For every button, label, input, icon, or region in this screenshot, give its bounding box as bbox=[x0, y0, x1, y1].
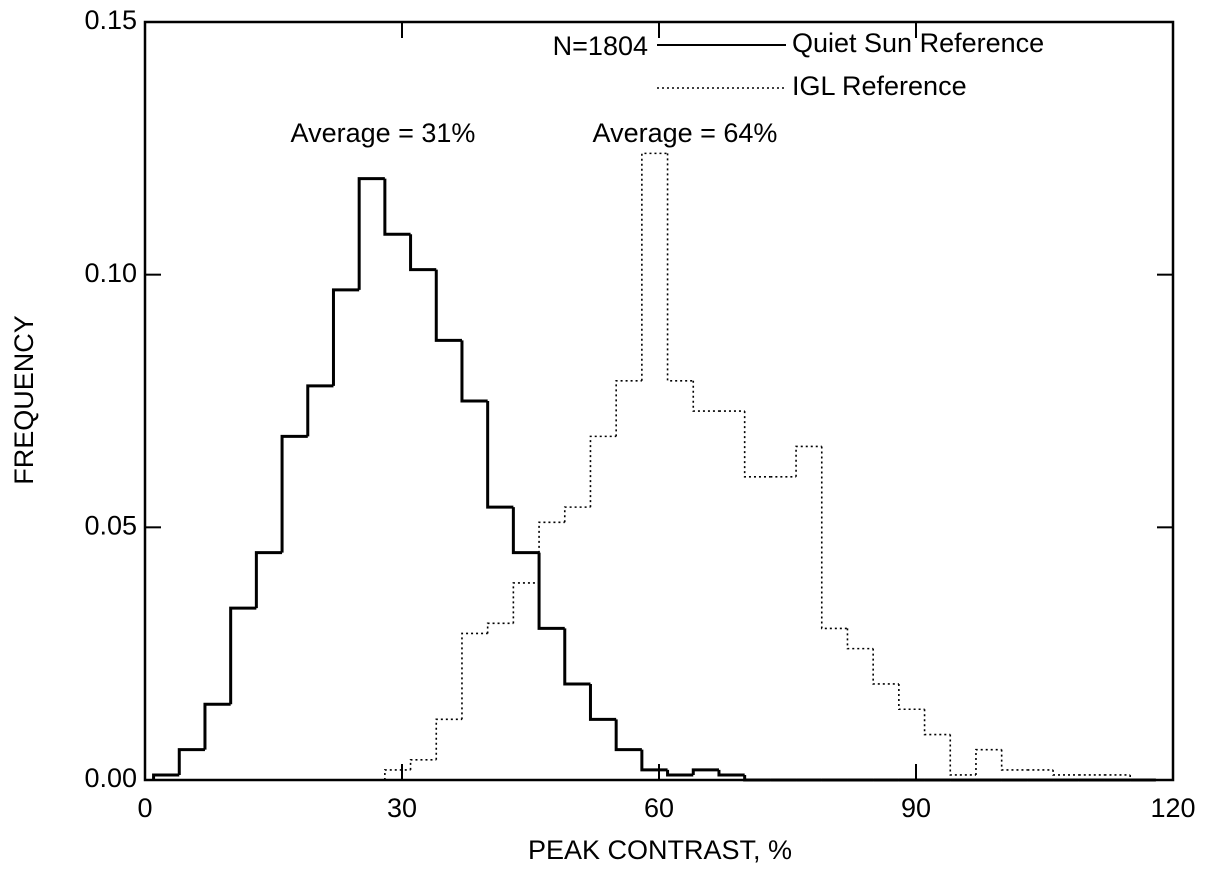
histogram-step bbox=[563, 506, 591, 523]
histogram-step bbox=[331, 288, 360, 386]
histogram-step bbox=[254, 551, 283, 609]
annotation: Average = 31% bbox=[291, 118, 476, 148]
histogram-step bbox=[357, 177, 385, 290]
y-tick-label: 0.05 bbox=[84, 510, 137, 540]
histogram-step bbox=[512, 582, 540, 624]
histogram-step bbox=[923, 709, 951, 736]
y-tick-label: 0.00 bbox=[84, 763, 137, 793]
histogram-step bbox=[717, 769, 745, 777]
histogram-step bbox=[692, 380, 719, 412]
histogram-step bbox=[280, 434, 308, 553]
x-tick-label: 90 bbox=[901, 793, 931, 823]
histogram-step bbox=[589, 435, 617, 508]
histogram-step bbox=[666, 769, 694, 777]
histogram-step bbox=[460, 340, 488, 403]
annotation: N=1804 bbox=[553, 31, 648, 61]
histogram-step bbox=[383, 178, 411, 236]
histogram-step bbox=[563, 628, 591, 686]
histogram-step bbox=[306, 384, 334, 437]
histogram-step bbox=[384, 769, 411, 780]
histogram-step bbox=[1129, 774, 1156, 781]
x-tick-label: 60 bbox=[644, 793, 674, 823]
histogram-step bbox=[743, 411, 771, 478]
legend-label: Quiet Sun Reference bbox=[792, 28, 1044, 58]
histogram-step bbox=[538, 521, 565, 583]
histogram-step bbox=[614, 719, 642, 752]
histogram-step bbox=[203, 702, 231, 750]
histogram-step bbox=[409, 758, 437, 770]
x-tick-label: 120 bbox=[1150, 793, 1195, 823]
histogram-step bbox=[743, 774, 771, 782]
y-tick-label: 0.15 bbox=[84, 5, 137, 35]
histogram-step bbox=[795, 445, 822, 477]
histogram-step bbox=[666, 153, 694, 382]
annotation: Average = 64% bbox=[593, 118, 778, 148]
x-axis-label: PEAK CONTRAST, % bbox=[528, 835, 792, 865]
histogram-step bbox=[615, 379, 642, 437]
histogram-step bbox=[537, 552, 565, 630]
histogram-step bbox=[511, 507, 540, 555]
histogram-step bbox=[820, 446, 848, 630]
x-tick-label: 30 bbox=[387, 793, 417, 823]
histogram-step bbox=[640, 749, 668, 772]
histogram-step bbox=[1000, 749, 1028, 771]
histogram-step bbox=[434, 269, 462, 342]
y-tick-label: 0.10 bbox=[84, 258, 137, 288]
histogram-step bbox=[872, 648, 899, 685]
legend-label: IGL Reference bbox=[792, 71, 967, 101]
histogram-step bbox=[691, 768, 719, 775]
histogram-step bbox=[435, 718, 462, 760]
histogram-step bbox=[177, 748, 205, 775]
y-axis-label: FREQUENCY bbox=[9, 315, 39, 485]
histogram-step bbox=[641, 152, 668, 381]
histogram-step bbox=[461, 632, 488, 720]
histogram-step bbox=[409, 234, 437, 272]
histogram-step bbox=[229, 606, 257, 705]
histogram-step bbox=[152, 773, 180, 780]
histogram-step bbox=[846, 628, 874, 650]
histogram-step bbox=[898, 683, 925, 711]
histogram-step bbox=[975, 748, 1002, 775]
x-tick-label: 0 bbox=[137, 793, 152, 823]
histogram-step bbox=[486, 401, 514, 509]
histogram-step bbox=[588, 683, 617, 721]
histogram-step bbox=[1052, 769, 1079, 776]
histogram-step bbox=[949, 734, 976, 776]
histogram-step bbox=[486, 622, 514, 634]
